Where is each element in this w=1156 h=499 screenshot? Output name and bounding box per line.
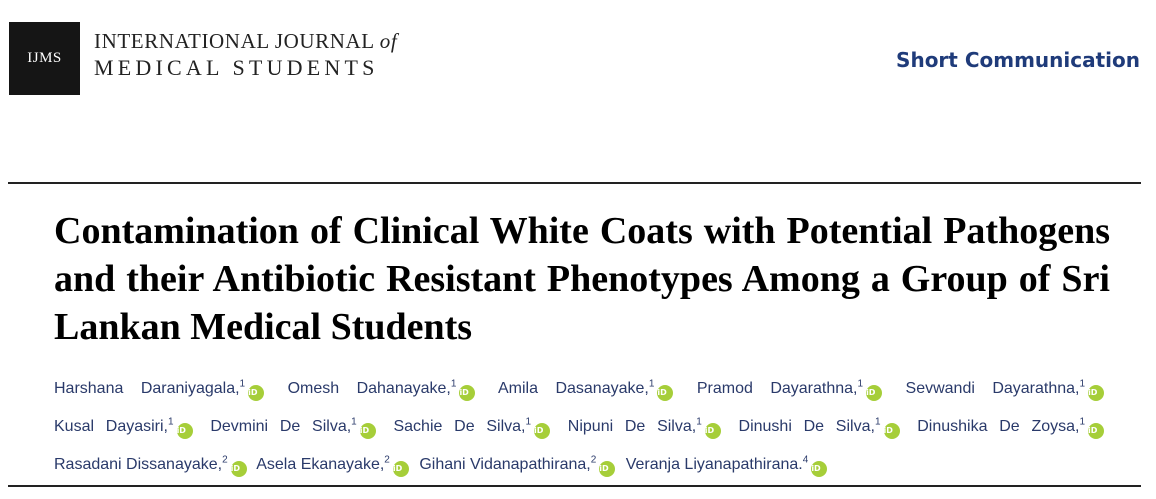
journal-logo[interactable]: IJMS: [9, 22, 80, 95]
author-affiliation: 1: [525, 416, 532, 428]
author-name: Kusal Dayasiri,: [54, 418, 168, 435]
author-affiliation: 4: [802, 454, 809, 466]
author-name: Devmini De Silva,: [210, 418, 352, 435]
author-entry: Asela Ekanayake,2iD: [256, 454, 415, 477]
author-entry: Dinushika De Zoysa,1iD: [917, 416, 1110, 439]
author-list: Harshana Daraniyagala,1iD Omesh Dahanaya…: [54, 370, 1110, 484]
author-name: Gihani Vidanapathirana,: [419, 456, 591, 473]
author-affiliation: 2: [590, 454, 597, 466]
author-name: Nipuni De Silva,: [567, 418, 697, 435]
author-affiliation: 1: [450, 378, 457, 390]
journal-name-line2: MEDICAL STUDENTS: [94, 55, 379, 80]
author-affiliation: 1: [874, 416, 881, 428]
author-affiliation: 1: [168, 416, 174, 428]
author-name: Pramod Dayarathna,: [696, 380, 858, 397]
journal-name-line1: INTERNATIONAL JOURNAL of: [94, 28, 397, 54]
orcid-icon[interactable]: iD: [1088, 385, 1105, 401]
orcid-icon[interactable]: iD: [704, 423, 721, 439]
article-title: Contamination of Clinical White Coats wi…: [54, 210, 1110, 348]
orcid-icon[interactable]: iD: [248, 385, 265, 401]
author-divider: [8, 485, 1141, 487]
orcid-icon[interactable]: iD: [657, 385, 674, 401]
orcid-icon[interactable]: iD: [866, 385, 883, 401]
author-entry: Amila Dasanayake,1iD: [498, 378, 679, 401]
author-affiliation: 2: [222, 454, 228, 466]
author-entry: Nipuni De Silva,1iD: [567, 416, 727, 439]
author-entry: Omesh Dahanayake,1iD: [287, 378, 482, 401]
journal-name: INTERNATIONAL JOURNAL of MEDICAL STUDENT…: [94, 28, 397, 82]
author-entry: Rasadani Dissanayake,2iD: [54, 454, 253, 477]
author-name: Veranja Liyanapathirana.: [625, 456, 803, 473]
author-affiliation: 2: [384, 454, 390, 466]
page-header: IJMS INTERNATIONAL JOURNAL of MEDICAL ST…: [0, 0, 1156, 150]
orcid-icon[interactable]: iD: [392, 461, 409, 477]
author-entry: Gihani Vidanapathirana,2iD: [419, 454, 621, 477]
orcid-icon[interactable]: iD: [176, 423, 193, 439]
article-type-label: Short Communication: [896, 48, 1140, 72]
author-entry: Dinushi De Silva,1iD: [738, 416, 906, 439]
author-affiliation: 1: [239, 378, 246, 390]
orcid-icon[interactable]: iD: [599, 461, 616, 477]
author-entry: Sevwandi Dayarathna,1iD: [905, 378, 1111, 401]
author-name: Omesh Dahanayake,: [287, 380, 451, 397]
author-name: Rasadani Dissanayake,: [54, 456, 223, 473]
author-affiliation: 1: [1079, 378, 1086, 390]
orcid-icon[interactable]: iD: [811, 461, 828, 477]
journal-name-main: INTERNATIONAL JOURNAL: [94, 29, 374, 53]
orcid-icon[interactable]: iD: [534, 423, 551, 439]
header-divider: [8, 182, 1141, 184]
orcid-icon[interactable]: iD: [459, 385, 476, 401]
journal-name-of: of: [379, 29, 398, 53]
journal-logo-text: IJMS: [27, 50, 62, 66]
author-entry: Pramod Dayarathna,1iD: [696, 378, 888, 401]
orcid-icon[interactable]: iD: [1088, 423, 1105, 439]
author-name: Amila Dasanayake,: [498, 380, 649, 397]
author-name: Harshana Daraniyagala,: [54, 380, 240, 397]
author-entry: Devmini De Silva,1iD: [210, 416, 381, 439]
author-entry: Harshana Daraniyagala,1iD: [54, 378, 270, 401]
orcid-icon[interactable]: iD: [359, 423, 376, 439]
author-entry: Sachie De Silva,1iD: [393, 416, 556, 439]
orcid-icon[interactable]: iD: [230, 461, 247, 477]
author-affiliation: 1: [351, 416, 357, 428]
author-affiliation: 1: [857, 378, 864, 390]
orcid-icon[interactable]: iD: [883, 423, 900, 439]
author-entry: Veranja Liyanapathirana.4iD: [625, 454, 834, 477]
author-entry: Kusal Dayasiri,1iD: [54, 416, 199, 439]
author-affiliation: 1: [1079, 416, 1086, 428]
author-name: Dinushika De Zoysa,: [917, 418, 1080, 435]
author-name: Dinushi De Silva,: [738, 418, 875, 435]
author-affiliation: 1: [696, 416, 702, 428]
author-name: Sevwandi Dayarathna,: [905, 380, 1080, 397]
author-affiliation: 1: [648, 378, 655, 390]
author-name: Asela Ekanayake,: [256, 456, 385, 473]
author-name: Sachie De Silva,: [393, 418, 526, 435]
